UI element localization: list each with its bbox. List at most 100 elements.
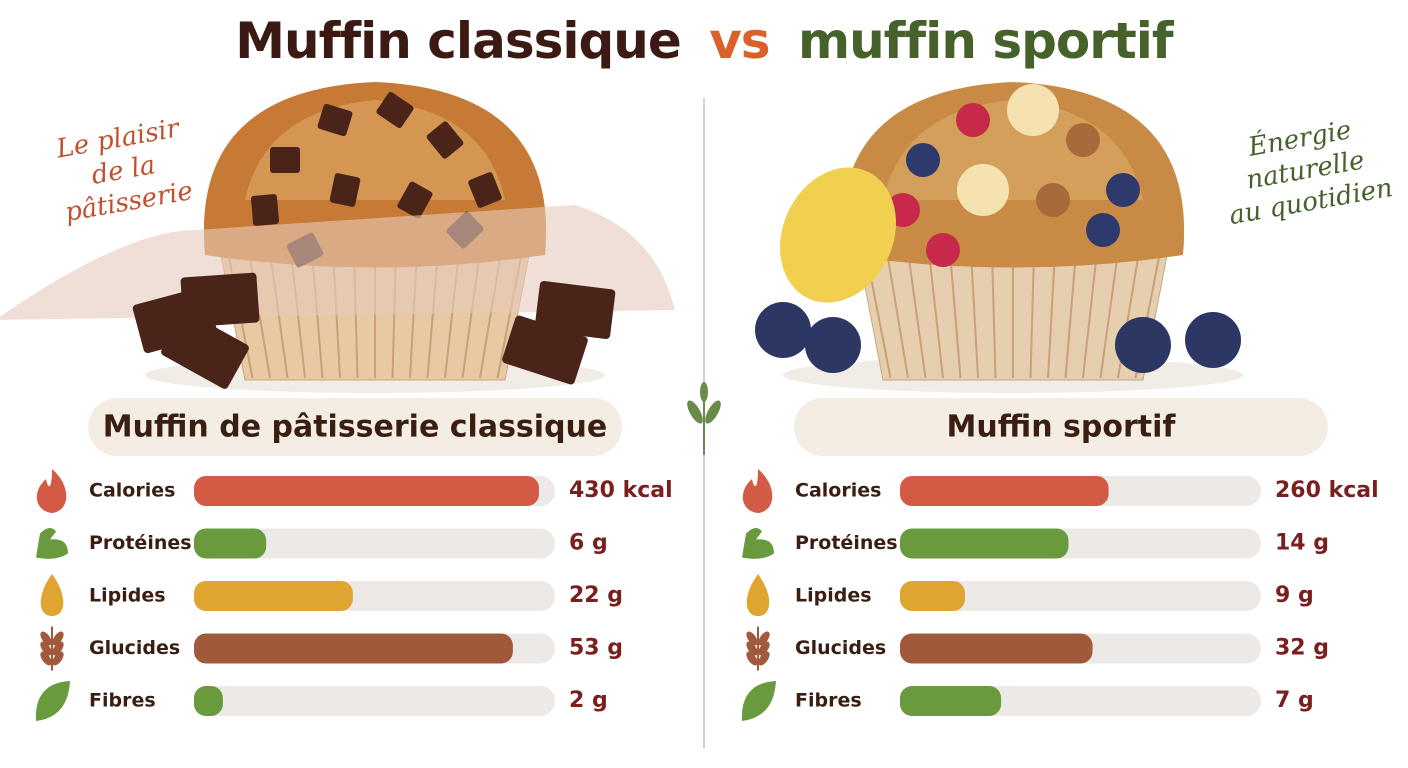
icon-drop: [40, 574, 64, 616]
chocolate-chunk: [329, 173, 361, 207]
value-label: 430 kcal: [569, 478, 673, 503]
berry: [755, 302, 811, 358]
panel-pill: [794, 398, 1328, 456]
tagline: Le plaisirde lapâtisserie: [52, 113, 195, 228]
bar: [900, 633, 1093, 664]
icon-leaf: [35, 681, 70, 721]
chocolate-piece: [502, 315, 588, 385]
bar: [194, 528, 267, 559]
nutrient-label: Calories: [795, 480, 881, 502]
value-label: 22 g: [569, 583, 623, 608]
chocolate-piece: [534, 281, 616, 339]
title-left: Muffin classique: [235, 12, 680, 70]
chocolate-chunk: [426, 121, 464, 159]
icon-wheat-grain: [40, 631, 52, 646]
chocolate-piece: [161, 311, 249, 389]
bar-track: [900, 581, 1261, 611]
chocolate-chunk: [250, 194, 280, 226]
topping: [1086, 213, 1120, 247]
chocolate-chunk: [468, 172, 502, 208]
icon-drop: [746, 574, 770, 616]
nutrient-label: Fibres: [795, 690, 862, 712]
chocolate-chunk: [317, 103, 353, 137]
icon-leaf: [741, 681, 776, 721]
panel: Le plaisirde lapâtisserie Muffin de pâtis…: [0, 82, 675, 721]
tagline: Énergienaturelleau quotidien: [1215, 108, 1395, 231]
value-label: 7 g: [1275, 688, 1314, 713]
bar: [194, 476, 539, 506]
icon-wheat-grain: [746, 631, 758, 646]
value-label: 6 g: [569, 531, 608, 556]
icon-muscle: [36, 527, 68, 559]
nutrient-label: Protéines: [795, 532, 898, 554]
bar: [194, 581, 353, 611]
value-label: 2 g: [569, 688, 608, 713]
icon-wheat-grain: [40, 641, 52, 656]
icon-flame: [36, 469, 67, 513]
value-label: 32 g: [1275, 636, 1329, 661]
cup-pleat: [886, 251, 909, 379]
icon-wheat-grain: [758, 651, 770, 666]
value-label: 260 kcal: [1275, 478, 1379, 503]
topping: [1007, 84, 1059, 136]
bar: [900, 476, 1109, 506]
icon-flame: [742, 469, 773, 513]
topping: [906, 143, 940, 177]
cup-pleat: [1082, 251, 1098, 379]
cup-pleat: [1047, 251, 1056, 379]
topping: [1036, 183, 1070, 217]
cup-pleat: [949, 251, 962, 379]
berry: [1185, 312, 1241, 368]
icon-wheat-grain: [52, 641, 64, 656]
title-right: muffin sportif: [798, 12, 1175, 70]
chocolate-piece: [180, 272, 260, 328]
topping: [1106, 173, 1140, 207]
bar: [900, 581, 965, 611]
cup-pleat: [1064, 251, 1077, 379]
chocolate-chunk: [397, 181, 433, 219]
bar: [194, 686, 223, 716]
panel: Énergienaturelleau quotidien Muffin sport…: [741, 82, 1395, 721]
cup-pleat: [928, 251, 944, 379]
icon-wheat-grain: [52, 651, 64, 666]
icon-wheat-grain: [758, 641, 770, 656]
icon-wheat-grain: [746, 651, 758, 666]
value-label: 9 g: [1275, 583, 1314, 608]
icon-wheat-grain: [758, 631, 770, 646]
icon-wheat-grain: [746, 641, 758, 656]
title-vs: vs: [709, 12, 769, 70]
nutrient-label: Lipides: [795, 585, 872, 607]
panel-title: Muffin de pâtisserie classique: [103, 410, 608, 445]
title: Muffin classique vs muffin sportif: [235, 12, 1175, 70]
nutrient-label: Lipides: [89, 585, 166, 607]
cup-pleat: [970, 251, 979, 379]
nutrient-label: Fibres: [89, 690, 156, 712]
bar-track: [194, 686, 555, 716]
berry: [805, 317, 861, 373]
cup-pleat: [991, 251, 997, 379]
nutrient-label: Glucides: [89, 637, 180, 659]
icon-muscle: [742, 527, 774, 559]
cup-pleat: [907, 251, 927, 379]
panel-title: Muffin sportif: [947, 410, 1177, 445]
panel-pill: [88, 398, 622, 456]
berry: [1115, 317, 1171, 373]
napkin: [0, 205, 675, 320]
value-label: 53 g: [569, 636, 623, 661]
topping: [926, 233, 960, 267]
icon-wheat-grain: [40, 651, 52, 666]
banana: [780, 167, 896, 303]
topping: [956, 103, 990, 137]
bar-track: [194, 528, 555, 559]
topping: [957, 164, 1009, 216]
nutrient-label: Glucides: [795, 637, 886, 659]
nutrient-label: Protéines: [89, 532, 192, 554]
leaf-ornament: [687, 382, 721, 455]
value-label: 14 g: [1275, 531, 1329, 556]
topping: [1066, 123, 1100, 157]
bar: [900, 528, 1069, 559]
bar: [194, 633, 513, 664]
chocolate-chunk: [270, 147, 300, 173]
bar: [900, 686, 1002, 716]
